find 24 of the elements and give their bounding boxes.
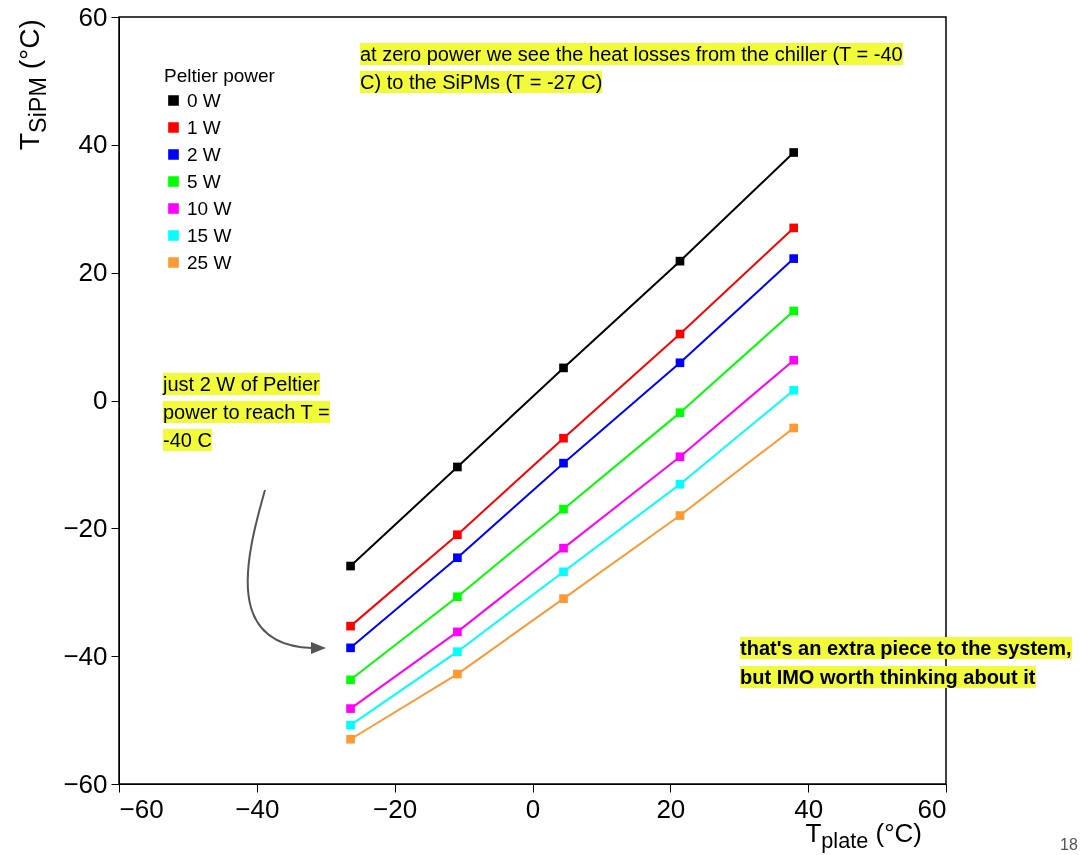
annotation: at zero power we see the heat losses from the chiller (T = -40 C) to the SiPMs (T = -27 C) [360,43,903,93]
text: 18 [1060,836,1078,853]
x-tick-label: −20 [373,793,418,824]
legend-label: 25 W [187,251,232,273]
x-tick-label: 0 [525,793,541,824]
x-tick-label: 20 [656,793,686,824]
y-tick-label: −40 [63,640,108,671]
y-tick-label: 60 [78,1,108,32]
x-tick-label: −40 [235,793,280,824]
legend-label: 15 W [187,224,232,246]
legend-label: 1 W [187,116,221,138]
y-tick-label: −60 [63,768,108,799]
y-tick-label: 20 [78,257,108,288]
annotation: that's an extra piece to the system, but IMO worth thinking about it [740,637,1072,688]
legend-label: 0 W [187,89,221,111]
legend-label: 2 W [187,143,221,165]
annotation: just 2 W of Peltier power to reach T = -40 C [163,373,330,451]
x-tick-label: −60 [119,793,164,824]
legend-label: 5 W [187,170,221,192]
legend-label: 10 W [187,197,232,219]
y-tick-label: 0 [93,385,108,415]
y-tick-label: −20 [63,512,108,543]
legend-title: Peltier power [164,65,276,86]
y-tick-label: 40 [78,129,108,160]
